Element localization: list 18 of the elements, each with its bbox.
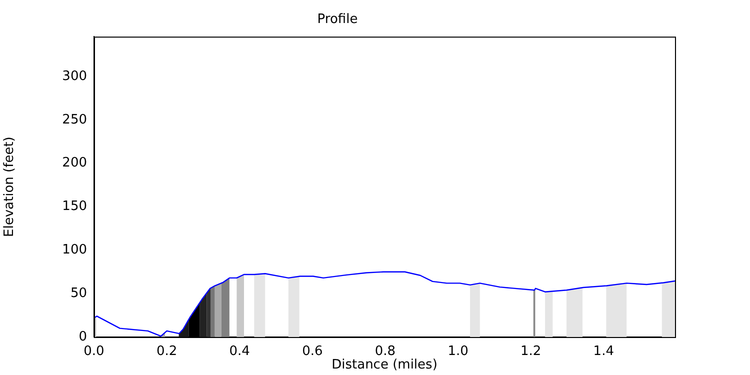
y-tick-label: 50 — [70, 286, 87, 301]
y-tick-label: 300 — [62, 68, 87, 84]
x-axis-title: Distance (miles) — [332, 358, 438, 373]
y-tick-label: 100 — [62, 242, 87, 258]
x-tick-label: 0.0 — [84, 344, 104, 360]
x-tick-label: 0.2 — [156, 344, 178, 360]
x-tick-label: 1.4 — [593, 344, 614, 360]
chart-title: Profile — [317, 12, 358, 28]
x-tick-label: 1.2 — [520, 344, 542, 360]
y-axis-title: Elevation (feet) — [2, 136, 18, 237]
x-tick-label: 1.0 — [448, 344, 468, 360]
y-tick-label: 200 — [62, 156, 87, 171]
y-tick-label: 150 — [62, 199, 87, 214]
y-tick-label: 250 — [62, 112, 87, 128]
x-tick-label: 0.8 — [374, 344, 396, 360]
x-tick-label: 0.4 — [229, 344, 250, 360]
x-tick-label: 0.6 — [302, 344, 323, 360]
y-tick-label: 0 — [78, 329, 87, 344]
